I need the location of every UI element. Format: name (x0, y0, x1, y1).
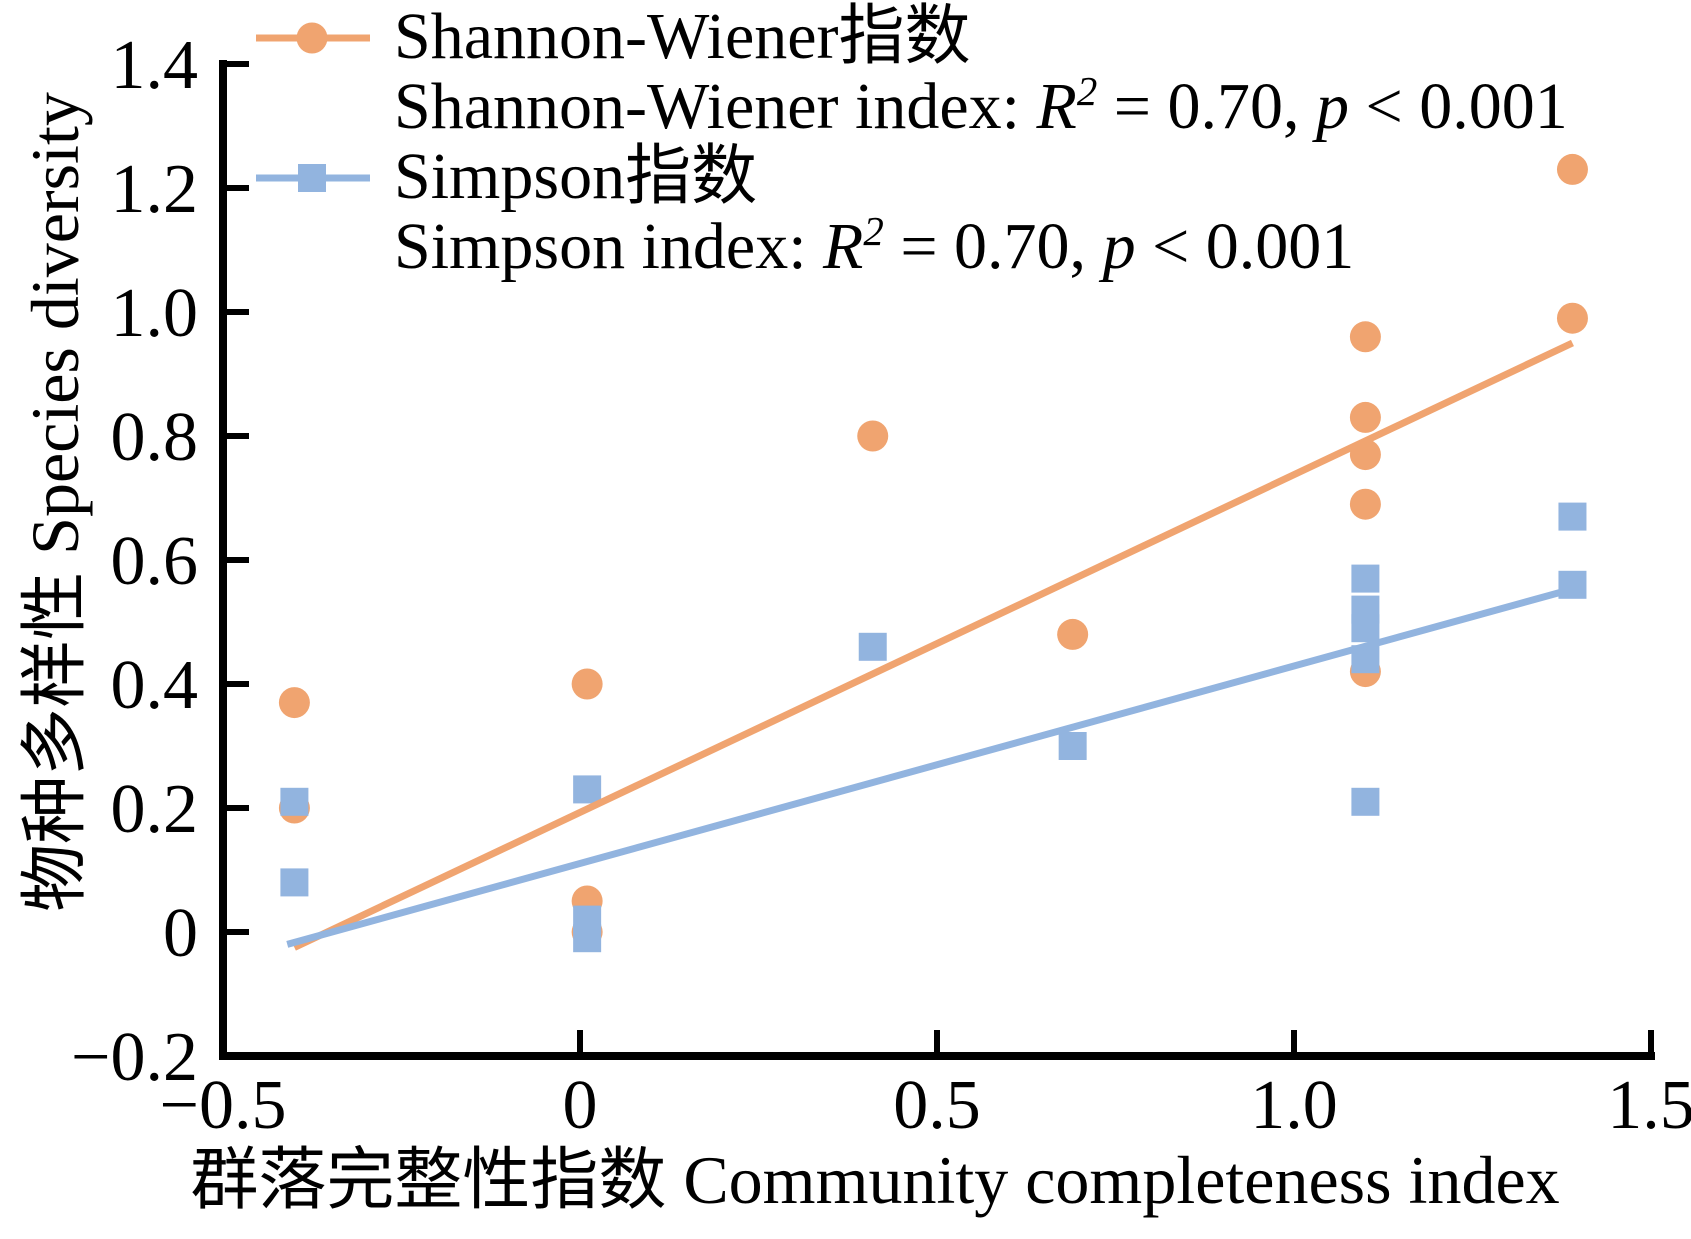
p-symbol: p (1102, 210, 1136, 283)
r-exponent: 2 (863, 209, 884, 254)
data-point-simpson (1351, 564, 1380, 593)
legend-title: Shannon-Wiener指数 (394, 0, 971, 73)
legend: Shannon-Wiener指数 Shannon-Wiener index: R… (252, 2, 1568, 282)
legend-text-shannon-wiener: Shannon-Wiener指数 Shannon-Wiener index: R… (394, 2, 1568, 142)
data-point-simpson (1351, 787, 1380, 816)
legend-item-simpson: Simpson指数 Simpson index: R2 = 0.70, p < … (252, 142, 1568, 282)
x-axis-title: 群落完整性指数 Community completeness index (190, 1142, 1560, 1218)
axis-tick-labels: −0.5 0 0.5 1.0 1.5 −0.2 0 0.2 0.4 0.6 0.8 1.0 1.2 1.4 (71, 27, 1691, 1144)
simpson-marker-sample (256, 164, 370, 192)
legend-text-simpson: Simpson指数 Simpson index: R2 = 0.70, p < … (394, 142, 1354, 282)
y-tick-label: 0.2 (111, 771, 199, 848)
data-point-shannon-wiener (571, 668, 603, 700)
trendline-simpson (286, 587, 1567, 948)
stat-prefix: Simpson index: (394, 210, 824, 283)
y-tick-label: 0.8 (111, 399, 199, 476)
data-point-shannon-wiener (1556, 302, 1588, 334)
legend-stat: Simpson index: R2 = 0.70, p < 0.001 (394, 209, 1355, 283)
data-point-simpson (1351, 614, 1380, 643)
r-value: = 0.70, (883, 210, 1103, 283)
y-tick-label: 1.0 (111, 275, 199, 352)
data-point-shannon-wiener (1556, 153, 1588, 185)
trendline-shannon-wiener (292, 339, 1574, 951)
stat-prefix: Shannon-Wiener index: (394, 70, 1037, 143)
p-value: < 0.001 (1349, 70, 1568, 143)
data-point-simpson (1058, 732, 1087, 760)
data-point-shannon-wiener (857, 420, 889, 452)
data-point-shannon-wiener (1349, 488, 1381, 520)
p-symbol: p (1316, 70, 1350, 143)
r-symbol: R (823, 210, 864, 283)
legend-stat: Shannon-Wiener index: R2 = 0.70, p < 0.0… (394, 69, 1568, 143)
axis-frame (219, 60, 1655, 1060)
shannon-wiener-marker-sample (256, 22, 370, 54)
x-tick-label: 1.0 (1250, 1067, 1338, 1144)
data-point-shannon-wiener (1057, 618, 1089, 650)
r-symbol: R (1036, 70, 1077, 143)
x-tick-label: 0 (563, 1067, 598, 1144)
x-tick-label: −0.5 (160, 1067, 287, 1144)
y-tick-label: 0.4 (111, 647, 199, 724)
data-point-simpson (858, 632, 887, 661)
legend-item-shannon-wiener: Shannon-Wiener指数 Shannon-Wiener index: R… (252, 2, 1568, 142)
data-point-simpson (280, 868, 309, 897)
p-value: < 0.001 (1135, 210, 1355, 283)
shannon-wiener-circle-icon (296, 22, 328, 54)
r-exponent: 2 (1076, 69, 1098, 114)
data-point-simpson (280, 787, 309, 816)
y-tick-label: 1.2 (111, 151, 199, 228)
x-tick-label: 1.5 (1607, 1067, 1691, 1144)
y-tick-label: 0 (163, 895, 198, 972)
data-point-simpson (1558, 502, 1587, 531)
r-value: = 0.70, (1097, 70, 1317, 143)
x-tick-label: 0.5 (893, 1067, 981, 1144)
trendlines (286, 339, 1574, 951)
simpson-square-icon (298, 164, 326, 192)
y-tick-label: 0.6 (111, 523, 199, 600)
data-point-shannon-wiener (1349, 321, 1381, 353)
data-point-simpson (573, 924, 602, 953)
data-point-shannon-wiener (278, 687, 310, 719)
data-points (278, 153, 1588, 953)
legend-title: Simpson指数 (394, 140, 758, 213)
y-tick-label: −0.2 (71, 1019, 198, 1096)
data-point-simpson (573, 775, 602, 804)
y-tick-label: 1.4 (111, 27, 199, 104)
axis-ticks (220, 61, 1654, 1059)
data-point-shannon-wiener (1349, 401, 1381, 433)
y-axis-title: 物种多样性 Species diversity (17, 92, 93, 912)
